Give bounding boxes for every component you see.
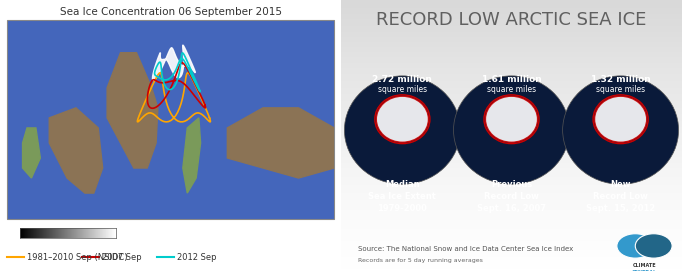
FancyBboxPatch shape <box>7 20 334 220</box>
Text: Median
Sea Ice Extent
1979-2000: Median Sea Ice Extent 1979-2000 <box>368 180 436 212</box>
Text: square miles: square miles <box>596 85 645 94</box>
Text: square miles: square miles <box>487 85 536 94</box>
Ellipse shape <box>344 76 460 184</box>
Ellipse shape <box>454 76 569 184</box>
Circle shape <box>636 234 672 258</box>
Text: Source: The National Snow and Ice Data Center Sea Ice Index: Source: The National Snow and Ice Data C… <box>358 246 574 252</box>
Polygon shape <box>23 128 40 178</box>
Text: Records are for 5 day running averages: Records are for 5 day running averages <box>358 258 483 263</box>
Text: Sea Ice Concentration 06 September 2015: Sea Ice Concentration 06 September 2015 <box>59 8 282 18</box>
Text: 2007 Sep: 2007 Sep <box>102 253 142 262</box>
Text: Previous
Record Low
Sept. 16, 2007: Previous Record Low Sept. 16, 2007 <box>477 180 546 212</box>
Polygon shape <box>227 108 334 178</box>
Ellipse shape <box>595 96 647 142</box>
Text: New
Record Low
Sept. 15, 2012: New Record Low Sept. 15, 2012 <box>586 180 655 212</box>
Polygon shape <box>183 118 201 193</box>
Ellipse shape <box>376 96 428 142</box>
Polygon shape <box>153 45 195 80</box>
Polygon shape <box>49 108 103 193</box>
Text: CENTRAL: CENTRAL <box>632 270 657 271</box>
Text: 1981–2010 Sep (NSIDC): 1981–2010 Sep (NSIDC) <box>27 253 128 262</box>
Text: 1.32 million: 1.32 million <box>591 75 651 84</box>
Text: %: % <box>121 231 126 235</box>
Text: 2.72 million: 2.72 million <box>372 75 432 84</box>
Text: CLIMATE: CLIMATE <box>633 263 656 268</box>
Text: 2012 Sep: 2012 Sep <box>177 253 217 262</box>
Text: square miles: square miles <box>378 85 427 94</box>
Polygon shape <box>107 53 158 168</box>
Text: 1.61 million: 1.61 million <box>481 75 542 84</box>
Ellipse shape <box>486 96 537 142</box>
Ellipse shape <box>563 76 679 184</box>
Circle shape <box>617 234 653 258</box>
Text: RECORD LOW ARCTIC SEA ICE: RECORD LOW ARCTIC SEA ICE <box>376 11 647 29</box>
